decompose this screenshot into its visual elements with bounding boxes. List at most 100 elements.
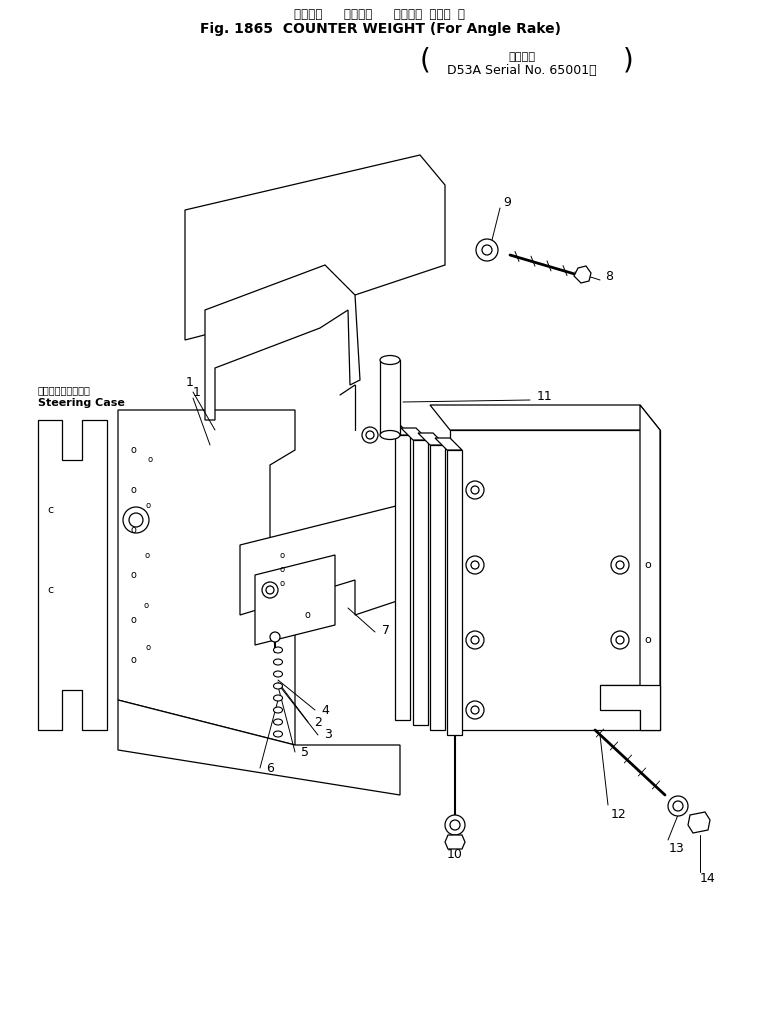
- Circle shape: [611, 556, 629, 574]
- Text: o: o: [130, 485, 136, 495]
- Circle shape: [466, 481, 484, 499]
- Ellipse shape: [273, 683, 282, 689]
- Text: o: o: [279, 579, 285, 587]
- Text: o: o: [644, 560, 651, 570]
- Text: D53A Serial No. 65001～: D53A Serial No. 65001～: [447, 64, 597, 77]
- Circle shape: [450, 820, 460, 830]
- Text: c: c: [47, 585, 53, 595]
- Text: o: o: [304, 610, 310, 620]
- Ellipse shape: [380, 356, 400, 365]
- Polygon shape: [688, 812, 710, 833]
- Circle shape: [366, 431, 374, 439]
- Circle shape: [471, 486, 479, 494]
- Text: 13: 13: [669, 842, 685, 854]
- Circle shape: [616, 561, 624, 570]
- Text: 適用号機: 適用号機: [509, 52, 536, 62]
- Ellipse shape: [273, 731, 282, 737]
- Text: Fig. 1865  COUNTER WEIGHT (For Angle Rake): Fig. 1865 COUNTER WEIGHT (For Angle Rake…: [200, 22, 560, 36]
- Polygon shape: [445, 835, 465, 849]
- Circle shape: [471, 706, 479, 714]
- Text: o: o: [147, 455, 153, 465]
- Text: 12: 12: [611, 808, 627, 821]
- Circle shape: [611, 631, 629, 649]
- Text: o: o: [146, 501, 150, 510]
- Polygon shape: [205, 265, 360, 420]
- Ellipse shape: [273, 695, 282, 701]
- Polygon shape: [430, 445, 445, 730]
- Circle shape: [466, 556, 484, 574]
- Polygon shape: [185, 155, 445, 340]
- Ellipse shape: [380, 431, 400, 440]
- Polygon shape: [255, 555, 335, 645]
- Circle shape: [471, 561, 479, 570]
- Ellipse shape: [273, 659, 282, 665]
- Text: o: o: [130, 615, 136, 625]
- Text: 8: 8: [605, 269, 613, 283]
- Circle shape: [471, 636, 479, 644]
- Text: 10: 10: [447, 848, 463, 861]
- Circle shape: [482, 245, 492, 255]
- Circle shape: [668, 796, 688, 816]
- Text: o: o: [279, 551, 285, 559]
- Text: (: (: [420, 47, 431, 75]
- Polygon shape: [574, 266, 591, 283]
- Text: o: o: [130, 525, 136, 535]
- Text: o: o: [644, 635, 651, 645]
- Polygon shape: [38, 420, 107, 730]
- Circle shape: [466, 701, 484, 719]
- Polygon shape: [430, 405, 660, 430]
- Text: 11: 11: [537, 391, 553, 404]
- Circle shape: [445, 815, 465, 835]
- Text: o: o: [130, 445, 136, 455]
- Text: 9: 9: [503, 196, 511, 210]
- Ellipse shape: [273, 671, 282, 677]
- Polygon shape: [418, 433, 445, 445]
- Text: 3: 3: [324, 729, 332, 741]
- Text: 6: 6: [266, 762, 274, 774]
- Polygon shape: [118, 700, 400, 795]
- Polygon shape: [395, 435, 410, 720]
- Text: Steering Case: Steering Case: [38, 398, 125, 408]
- Text: ): ): [623, 47, 634, 75]
- Text: o: o: [130, 655, 136, 665]
- Circle shape: [129, 513, 143, 527]
- Text: 1: 1: [193, 386, 201, 399]
- Polygon shape: [383, 423, 410, 435]
- Text: o: o: [144, 551, 150, 559]
- Text: 14: 14: [700, 872, 716, 884]
- Ellipse shape: [273, 647, 282, 653]
- Text: 2: 2: [314, 715, 322, 729]
- Circle shape: [466, 631, 484, 649]
- Text: 7: 7: [382, 624, 390, 636]
- Text: o: o: [143, 600, 149, 610]
- Polygon shape: [413, 440, 428, 725]
- Polygon shape: [450, 430, 660, 730]
- Circle shape: [123, 507, 149, 533]
- Polygon shape: [640, 405, 660, 730]
- Text: c: c: [47, 505, 53, 515]
- Circle shape: [262, 582, 278, 598]
- Polygon shape: [401, 428, 428, 440]
- Text: 1: 1: [186, 375, 194, 389]
- Text: 5: 5: [301, 745, 309, 759]
- Polygon shape: [118, 410, 295, 745]
- Text: 4: 4: [321, 703, 329, 717]
- Ellipse shape: [273, 707, 282, 713]
- Text: o: o: [146, 644, 150, 653]
- Polygon shape: [380, 360, 400, 435]
- Text: カウンタ   ヴェイト   アングル レーキ 用: カウンタ ヴェイト アングル レーキ 用: [294, 8, 465, 21]
- Circle shape: [266, 586, 274, 594]
- Circle shape: [673, 801, 683, 811]
- Polygon shape: [600, 685, 660, 730]
- Circle shape: [616, 636, 624, 644]
- Ellipse shape: [273, 719, 282, 725]
- Polygon shape: [240, 505, 400, 615]
- Circle shape: [476, 238, 498, 261]
- Polygon shape: [447, 450, 462, 735]
- Text: ステアリングケース: ステアリングケース: [38, 386, 91, 395]
- Text: o: o: [279, 565, 285, 575]
- Circle shape: [270, 632, 280, 642]
- Circle shape: [362, 427, 378, 443]
- Polygon shape: [435, 438, 462, 450]
- Text: o: o: [130, 570, 136, 580]
